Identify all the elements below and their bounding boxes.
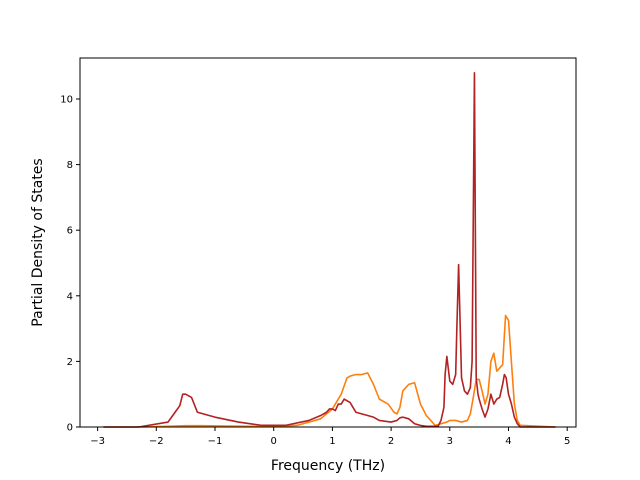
series-layer	[103, 71, 556, 428]
series-line-1	[103, 314, 556, 428]
x-axis-label: Frequency (THz)	[271, 458, 385, 474]
x-tick-label: 5	[564, 436, 570, 447]
x-tick-label: 3	[447, 436, 453, 447]
axes-frame	[79, 57, 577, 428]
y-tick-label: 0	[67, 423, 73, 434]
x-tick-label: 4	[505, 436, 511, 447]
y-axis-label: Partial Density of States	[30, 158, 46, 326]
x-tick-label: 2	[388, 436, 394, 447]
x-axis-ticks: −3 −2 −1 0 1 2 3 4 5	[90, 427, 570, 447]
x-tick-label: 1	[329, 436, 335, 447]
series-line-2	[103, 71, 556, 428]
y-tick-label: 10	[60, 95, 73, 106]
x-tick-label: −1	[208, 436, 223, 447]
y-tick-label: 2	[67, 357, 73, 368]
x-tick-label: −2	[149, 436, 164, 447]
y-tick-label: 4	[67, 291, 73, 302]
y-tick-label: 8	[67, 160, 73, 171]
y-tick-label: 6	[67, 226, 73, 237]
x-tick-label: −3	[90, 436, 105, 447]
y-axis-ticks: 0 2 4 6 8 10	[60, 95, 80, 434]
x-tick-label: 0	[271, 436, 277, 447]
